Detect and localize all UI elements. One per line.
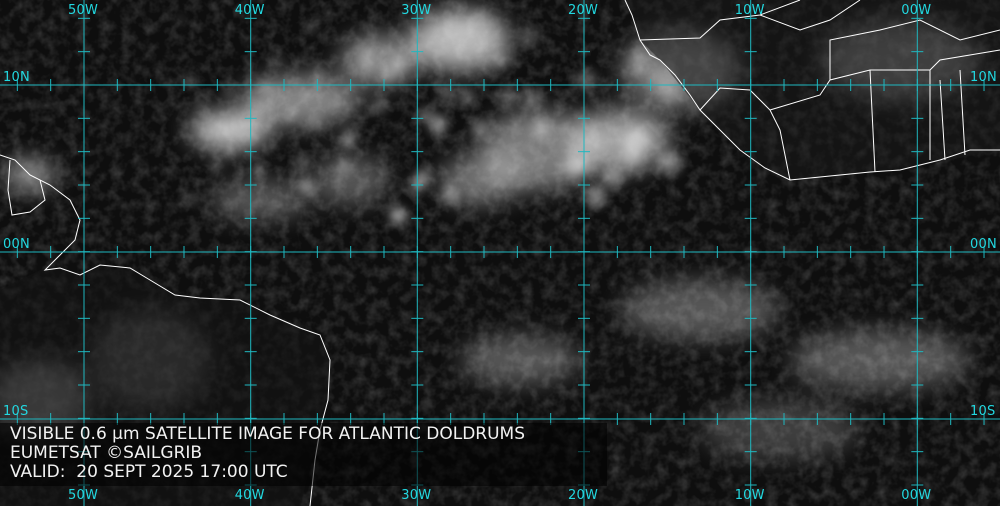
cloud xyxy=(176,16,184,24)
caption-title: VISIBLE 0.6 µm SATELLITE IMAGE FOR ATLAN… xyxy=(10,424,525,444)
cloud xyxy=(576,70,598,92)
cloud xyxy=(471,12,490,30)
cloud xyxy=(223,146,234,157)
cloud xyxy=(498,87,518,106)
cloud xyxy=(284,108,297,121)
cloud xyxy=(458,88,476,106)
cloud xyxy=(440,155,520,205)
cloud xyxy=(224,86,234,97)
cloud xyxy=(471,119,489,138)
cloud xyxy=(295,155,308,168)
caption-valid-time: VALID: 20 SEPT 2025 17:00 UTC xyxy=(10,462,288,482)
cloud xyxy=(620,280,780,340)
longitude-label-top: 40W xyxy=(234,3,265,18)
cloud xyxy=(253,165,264,177)
cloud xyxy=(359,46,373,61)
cloud xyxy=(700,400,860,460)
cloud xyxy=(522,89,542,109)
longitude-label-bottom: 40W xyxy=(234,488,265,503)
cloud xyxy=(270,54,282,66)
cloud xyxy=(359,57,374,72)
cloud xyxy=(190,112,270,148)
cloud xyxy=(585,185,607,207)
cloud xyxy=(340,35,420,85)
latitude-label-right: 10N xyxy=(970,70,997,85)
cloud xyxy=(371,99,387,114)
cloud xyxy=(520,27,540,47)
cloud xyxy=(490,50,509,70)
cloud xyxy=(442,186,459,204)
cloud xyxy=(302,182,315,195)
cloud xyxy=(418,107,435,124)
cloud xyxy=(211,161,221,171)
cloud xyxy=(253,101,265,113)
longitude-label-top: 50W xyxy=(68,3,98,18)
cloud xyxy=(563,156,584,177)
cloud xyxy=(392,208,408,224)
cloud xyxy=(455,21,473,39)
cloud xyxy=(626,127,650,151)
cloud xyxy=(312,68,326,82)
caption-source: EUMETSAT ©SAILGRIB xyxy=(10,443,203,463)
cloud xyxy=(196,99,206,109)
cloud xyxy=(305,20,318,34)
cloud xyxy=(265,84,277,96)
cloud xyxy=(187,194,196,204)
longitude-label-bottom: 50W xyxy=(68,488,98,503)
cloud xyxy=(441,19,459,37)
cloud xyxy=(308,114,321,128)
cloud xyxy=(240,75,360,125)
latitude-label-left: 10S xyxy=(3,404,29,419)
latitude-label-left: 10N xyxy=(3,70,30,85)
longitude-label-bottom: 30W xyxy=(401,488,432,503)
longitude-label-bottom: 20W xyxy=(568,488,598,503)
cloud xyxy=(181,73,190,82)
longitude-label-bottom: 00W xyxy=(901,488,932,503)
cloud xyxy=(337,160,352,175)
cloud xyxy=(602,165,625,188)
longitude-label-top: 20W xyxy=(568,3,598,18)
cloud xyxy=(531,119,552,140)
cloud xyxy=(657,151,682,175)
cloud xyxy=(340,136,354,150)
cloud xyxy=(431,114,448,131)
latitude-label-right: 10S xyxy=(970,404,996,419)
cloud xyxy=(210,180,310,220)
cloud xyxy=(438,84,455,102)
latitude-label-left: 00N xyxy=(3,237,30,252)
cloud xyxy=(790,330,970,390)
caption-box: VISIBLE 0.6 µm SATELLITE IMAGE FOR ATLAN… xyxy=(0,423,607,486)
cloud xyxy=(189,79,198,88)
longitude-label-bottom: 10W xyxy=(734,488,765,503)
land-africa xyxy=(625,0,1000,180)
latitude-label-right: 00N xyxy=(970,237,997,252)
longitude-label-top: 00W xyxy=(901,3,932,18)
cloud xyxy=(389,60,404,76)
cloud xyxy=(628,49,651,72)
cloud xyxy=(648,65,673,89)
longitude-label-top: 30W xyxy=(401,3,432,18)
longitude-label-top: 10W xyxy=(734,3,765,18)
cloud xyxy=(310,155,390,205)
cloud xyxy=(460,335,580,385)
cloud xyxy=(570,110,670,170)
